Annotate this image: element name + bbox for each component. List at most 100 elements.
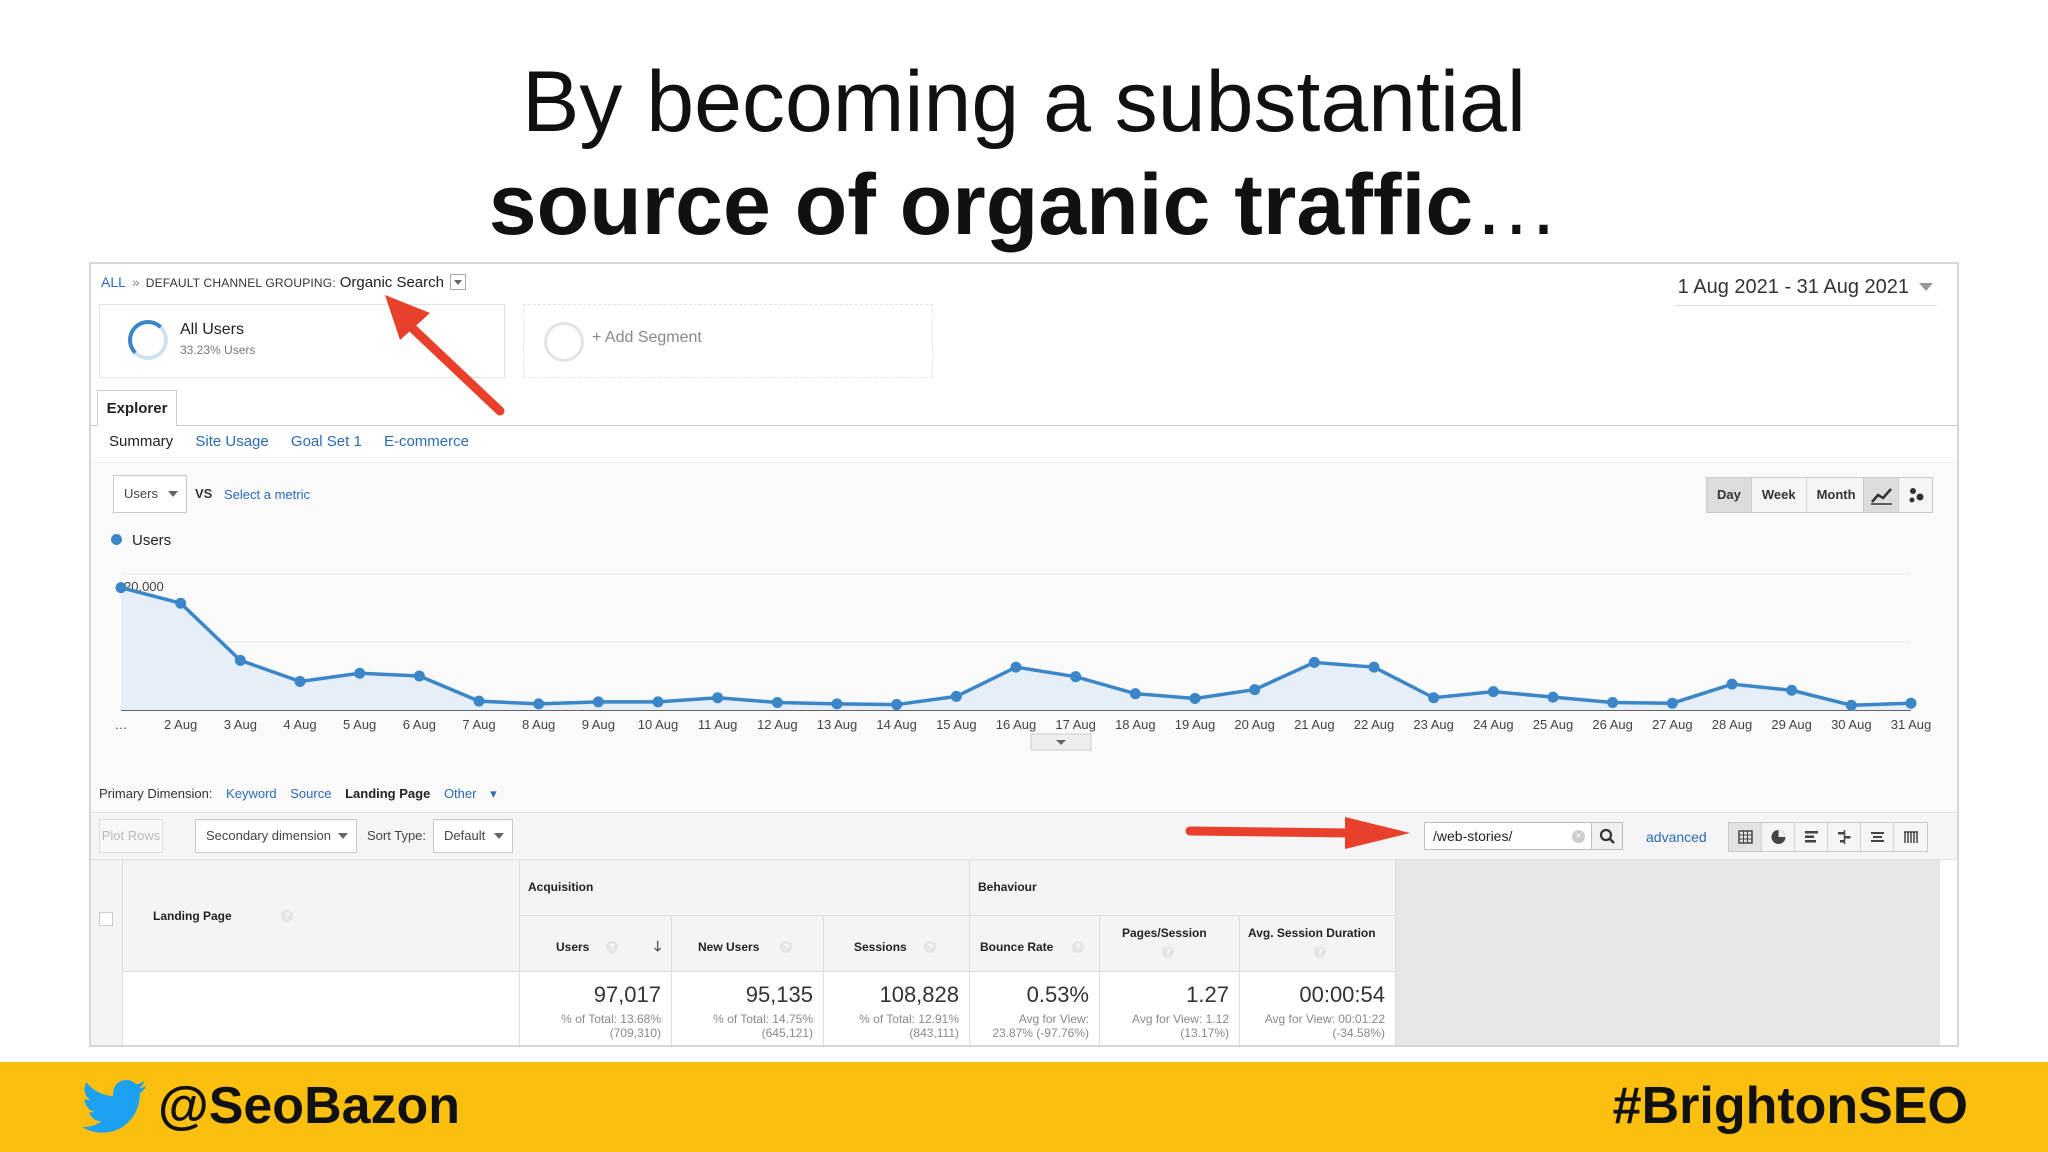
help-icon[interactable]: ? (1314, 946, 1326, 958)
subtab-e-commerce[interactable]: E-commerce (383, 433, 469, 450)
x-tick-label: 17 Aug (1055, 717, 1096, 732)
x-tick-label: 22 Aug (1354, 717, 1395, 732)
select-metric-link[interactable]: Select a metric (224, 487, 310, 502)
slide-title-line1: By becoming a substantial (522, 54, 1526, 150)
segment-name: All Users (180, 321, 245, 338)
period-month-button[interactable]: Month (1816, 487, 1856, 502)
help-icon[interactable]: ? (1072, 941, 1084, 953)
x-tick-label: 8 Aug (522, 717, 555, 732)
breadcrumb-all-link[interactable]: ALL (101, 274, 126, 290)
column-header-new-users[interactable]: New Users? (672, 916, 824, 972)
data-point (234, 654, 246, 666)
total-avg-session-duration-cell: 00:00:54 Avg for View: 00:01:22 (-34.58%) (1240, 972, 1396, 1045)
period-day-button[interactable]: Day (1707, 478, 1752, 512)
sort-type-value: Default (444, 828, 486, 843)
help-icon[interactable]: ? (281, 910, 293, 922)
total-bounce-rate-cell: 0.53% Avg for View: 23.87% (-97.76%) (970, 972, 1100, 1045)
chevron-down-icon[interactable] (449, 274, 466, 290)
table-filter-input[interactable]: /web-stories/ × (1424, 822, 1592, 850)
plot-rows-button[interactable]: Plot Rows (99, 819, 163, 853)
total-users-cell: 97,017 % of Total: 13.68% (709,310) (520, 972, 672, 1045)
segment-all-users[interactable]: All Users 33.23% Users (99, 304, 505, 378)
total-detail-line1: % of Total: 14.75% (713, 1012, 813, 1026)
metric-select[interactable]: Users (113, 475, 187, 513)
advanced-filter-link[interactable]: advanced (1646, 829, 1707, 845)
term-cloud-icon[interactable] (1861, 823, 1894, 851)
subtab-summary[interactable]: Summary (109, 433, 174, 450)
breadcrumb-grouping-label: DEFAULT CHANNEL GROUPING: (145, 276, 336, 290)
comparison-view-icon[interactable] (1828, 823, 1861, 851)
x-tick-label: 10 Aug (638, 717, 679, 732)
column-header-landing-page[interactable]: Landing Page? (123, 860, 520, 972)
line-chart-icon[interactable] (1864, 478, 1899, 512)
total-detail-line1: % of Total: 13.68% (561, 1012, 661, 1026)
x-tick-label: 7 Aug (462, 717, 495, 732)
motion-chart-icon[interactable] (1899, 478, 1934, 512)
tab-divider (91, 425, 1957, 426)
x-tick-label: 30 Aug (1831, 717, 1872, 732)
pivot-view-icon[interactable] (1894, 823, 1927, 851)
clear-icon[interactable]: × (1572, 830, 1585, 843)
dimension-other[interactable]: Other (443, 786, 477, 801)
help-icon[interactable]: ? (606, 941, 618, 953)
date-range-picker[interactable]: 1 Aug 2021 - 31 Aug 2021 (1673, 276, 1937, 306)
add-segment-button[interactable]: + Add Segment (523, 304, 933, 378)
subtab-goal-set-1[interactable]: Goal Set 1 (290, 433, 362, 450)
data-point (413, 670, 425, 682)
total-value: 00:00:54 (1299, 982, 1385, 1007)
bar-view-icon[interactable] (1795, 823, 1828, 851)
total-pages-session-cell: 1.27 Avg for View: 1.12 (13.17%) (1100, 972, 1240, 1045)
column-header-label: Users (556, 940, 590, 954)
slide-title-ellipsis: … (1473, 157, 1560, 253)
data-point (473, 695, 485, 707)
help-icon[interactable]: ? (1162, 946, 1174, 958)
event-hashtag: #BrightonSEO (1612, 1077, 1968, 1135)
x-tick-label: 12 Aug (757, 717, 798, 732)
column-header-label: Bounce Rate (980, 940, 1054, 954)
search-button[interactable] (1591, 822, 1623, 850)
chart-legend: Users (111, 532, 171, 549)
column-header-sessions[interactable]: Sessions? (824, 916, 970, 972)
secondary-dimension-select[interactable]: Secondary dimension (195, 819, 357, 853)
period-week-button[interactable]: Week (1752, 478, 1807, 512)
group-header-behaviour: Behaviour (970, 860, 1396, 916)
metric-select-value: Users (124, 486, 158, 501)
dimension-landing-page[interactable]: Landing Page (345, 786, 431, 801)
column-header-avg-session-duration[interactable]: Avg. Session Duration? (1240, 916, 1396, 972)
group-label: Behaviour (978, 880, 1037, 894)
data-point (712, 692, 724, 704)
subtab-site-usage[interactable]: Site Usage (195, 433, 269, 450)
data-point (1547, 691, 1559, 703)
x-tick-label: 21 Aug (1294, 717, 1335, 732)
segment-percentage: 33.23% Users (180, 343, 256, 357)
tab-explorer[interactable]: Explorer (97, 390, 177, 426)
table-toolbar: Plot Rows Secondary dimension Sort Type:… (91, 812, 1957, 860)
dimension-source[interactable]: Source (290, 786, 332, 801)
dimension-keyword[interactable]: Keyword (226, 786, 277, 801)
column-header-users[interactable]: Users? 🡓 (520, 916, 672, 972)
table-view-icon[interactable] (1729, 823, 1762, 851)
primary-dimension-bar: Primary Dimension: Keyword Source Landin… (99, 786, 497, 802)
column-header-bounce-rate[interactable]: Bounce Rate? (970, 916, 1100, 972)
help-icon[interactable]: ? (924, 941, 936, 953)
sort-descending-icon[interactable]: 🡓 (654, 938, 662, 954)
column-header-pages-session[interactable]: Pages/Session? (1100, 916, 1240, 972)
total-detail: % of Total: 12.91% (843,111) (859, 1012, 959, 1040)
select-all-checkbox[interactable] (99, 912, 113, 926)
chart-type-toggle (1863, 477, 1933, 513)
pie-view-icon[interactable] (1762, 823, 1795, 851)
data-point (1786, 684, 1798, 696)
series-area (121, 587, 1911, 710)
help-icon[interactable]: ? (780, 941, 792, 953)
legend-dot (111, 534, 122, 545)
sort-type-select[interactable]: Default (433, 819, 513, 853)
landing-page-total-cell (123, 972, 520, 1045)
total-detail: % of Total: 13.68% (709,310) (561, 1012, 661, 1040)
x-tick-label: 15 Aug (936, 717, 977, 732)
slide-title-line2: source of organic traffic… (0, 155, 2048, 255)
data-point (652, 696, 664, 708)
x-tick-label: 6 Aug (403, 717, 436, 732)
x-tick-label: 2 Aug (164, 717, 197, 732)
total-value: 1.27 (1186, 982, 1229, 1007)
column-header-label: Landing Page (153, 909, 232, 923)
